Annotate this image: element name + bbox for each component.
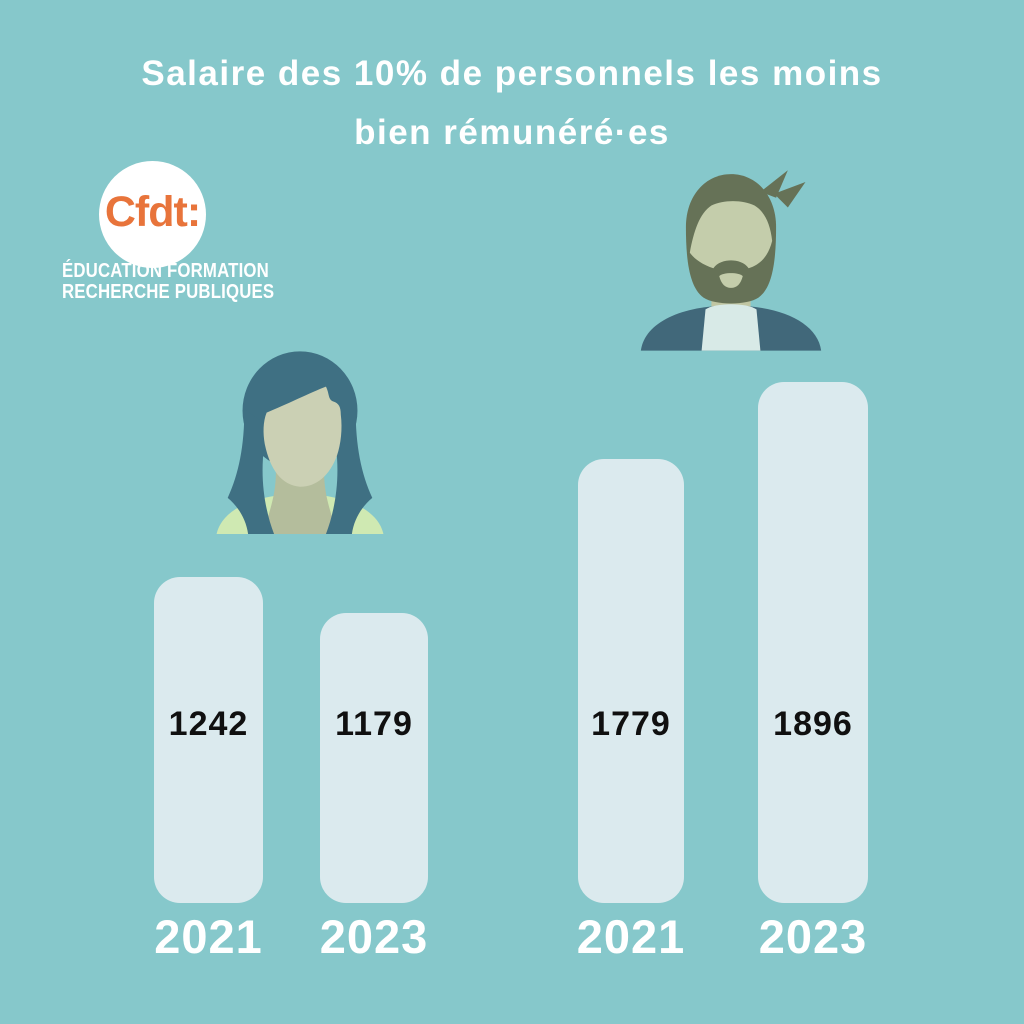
cfdt-logo: Cfdt: <box>99 161 206 268</box>
cfdt-org-line1: ÉDUCATION FORMATION <box>62 260 269 282</box>
bar-value-women-2023: 1179 <box>335 705 413 743</box>
page-title: Salaire des 10% de personnels les moins … <box>0 44 1024 162</box>
woman-hair-strand-left <box>227 408 275 534</box>
man-avatar-icon <box>640 170 822 351</box>
man-face <box>689 201 773 269</box>
page-title-line1: Salaire des 10% de personnels les moins <box>141 54 883 93</box>
bar-value-men-2021: 1779 <box>591 705 671 743</box>
cfdt-org-line2: RECHERCHE PUBLIQUES <box>62 281 275 303</box>
man-shirt <box>701 304 761 351</box>
bar-women-2021 <box>154 577 263 903</box>
bar-value-women-2021: 1242 <box>168 705 249 743</box>
woman-avatar-icon <box>216 351 384 534</box>
x-label-women-2023: 2023 <box>319 910 429 963</box>
man-mouth <box>719 273 743 288</box>
bar-value-men-2023: 1896 <box>773 705 853 743</box>
x-label-women-2021: 2021 <box>154 910 263 963</box>
x-label-men-2023: 2023 <box>758 910 868 963</box>
page-title-line2: bien rémunéré·es <box>354 113 670 152</box>
bar-men-2021 <box>578 459 684 903</box>
cfdt-org-name: ÉDUCATION FORMATION RECHERCHE PUBLIQUES <box>62 261 274 303</box>
woman-face <box>263 386 342 487</box>
x-label-men-2021: 2021 <box>576 910 686 963</box>
woman-chest <box>262 471 338 534</box>
man-hair-spike1 <box>760 170 788 198</box>
man-hair-spike2 <box>774 182 806 208</box>
cfdt-logo-text: Cfdt: <box>104 188 201 236</box>
bar-men-2023 <box>758 382 868 903</box>
bar-women-2023 <box>320 613 428 903</box>
